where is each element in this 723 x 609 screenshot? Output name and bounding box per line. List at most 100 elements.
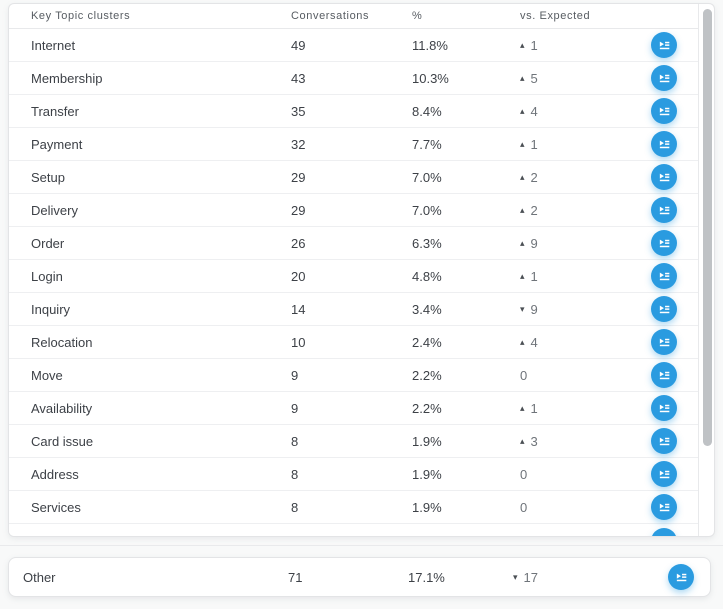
scrollbar-thumb[interactable] — [703, 9, 712, 446]
conversations-cell: 14 — [291, 301, 306, 317]
topic-clusters-table-card: Key Topic clusters Conversations % vs. E… — [8, 3, 715, 537]
percent-cell: 1.9% — [412, 466, 442, 482]
conversation-list-icon — [659, 140, 669, 148]
percent-cell: 11.8% — [412, 37, 448, 53]
view-conversations-button[interactable] — [668, 564, 694, 590]
trend-arrow-icon: ▴ — [520, 138, 525, 149]
vs-expected-cell: ▴ 2 — [520, 170, 651, 185]
trend-arrow-icon: ▴ — [520, 435, 525, 446]
topic-cell: Order — [31, 235, 65, 251]
percent-cell: 8.4% — [412, 103, 442, 119]
vs-expected-value: 2 — [530, 169, 538, 185]
conversations-cell: 20 — [291, 268, 306, 284]
trend-arrow-icon: ▾ — [520, 303, 525, 314]
percent-cell: 7.7% — [412, 136, 442, 152]
trend-arrow-icon: ▴ — [520, 171, 525, 182]
table-header-row: Key Topic clusters Conversations % vs. E… — [9, 4, 698, 29]
topic-cell: Transfer — [31, 103, 79, 119]
vs-expected-value: 5 — [530, 70, 538, 86]
vs-expected-cell: 0 — [520, 368, 651, 383]
vs-expected-cell: ▴ 2 — [520, 203, 651, 218]
table-row: Inquiry 14 3.4% ▾ 9 — [9, 293, 698, 326]
view-conversations-button[interactable] — [651, 32, 677, 58]
trend-arrow-icon: ▴ — [520, 270, 525, 281]
topic-cell: Card issue — [31, 433, 94, 449]
view-conversations-button[interactable] — [651, 527, 677, 536]
topic-cell: Delivery — [31, 202, 78, 218]
conversations-cell: 29 — [291, 202, 306, 218]
vs-expected-value: 9 — [530, 235, 538, 251]
vs-expected-value: 1 — [530, 37, 538, 53]
view-conversations-button[interactable] — [651, 461, 677, 487]
conversation-list-icon — [659, 371, 669, 379]
view-conversations-button[interactable] — [651, 296, 677, 322]
vs-expected-value: 0 — [520, 499, 528, 515]
view-conversations-button[interactable] — [651, 395, 677, 421]
view-conversations-button[interactable] — [651, 197, 677, 223]
conversations-cell: 49 — [291, 37, 306, 53]
table-row: Relocation 10 2.4% ▴ 4 — [9, 326, 698, 359]
table-row-partial — [9, 524, 698, 536]
view-conversations-button[interactable] — [651, 362, 677, 388]
conversations-cell: 8 — [291, 466, 299, 482]
table-row: Transfer 35 8.4% ▴ 4 — [9, 95, 698, 128]
table-row: Membership 43 10.3% ▴ 5 — [9, 62, 698, 95]
percent-cell: 17.1% — [408, 569, 445, 585]
view-conversations-button[interactable] — [651, 65, 677, 91]
conversations-cell: 10 — [291, 334, 306, 350]
topic-cell: Internet — [31, 37, 76, 53]
percent-cell: 10.3% — [412, 70, 449, 86]
table-row: Move 9 2.2% 0 — [9, 359, 698, 392]
vs-expected-cell: ▴ 4 — [520, 335, 651, 350]
conversations-cell: 26 — [291, 235, 306, 251]
conversations-cell: 9 — [291, 400, 299, 416]
topic-cell: Move — [31, 367, 63, 383]
conversation-list-icon — [659, 272, 669, 280]
topic-cell: Setup — [31, 169, 65, 185]
topic-cell: Membership — [31, 70, 103, 86]
percent-cell: 2.2% — [412, 400, 442, 416]
conversation-list-icon — [659, 206, 669, 214]
vs-expected-cell: ▾ 9 — [520, 302, 651, 317]
table-row: Delivery 29 7.0% ▴ 2 — [9, 194, 698, 227]
vs-expected-cell: ▾ 17 — [513, 570, 668, 585]
vs-expected-cell: ▴ 9 — [520, 236, 651, 251]
conversations-cell: 29 — [291, 169, 306, 185]
table-body: Internet 49 11.8% ▴ 1 — [9, 29, 698, 536]
conversation-list-icon — [659, 470, 669, 478]
trend-arrow-icon: ▴ — [520, 336, 525, 347]
table-row: Internet 49 11.8% ▴ 1 — [9, 29, 698, 62]
view-conversations-button[interactable] — [651, 494, 677, 520]
view-conversations-button[interactable] — [651, 131, 677, 157]
trend-arrow-icon: ▴ — [520, 402, 525, 413]
conversations-cell: 8 — [291, 433, 299, 449]
vs-expected-value: 1 — [530, 268, 538, 284]
vs-expected-cell: ▴ 5 — [520, 71, 651, 86]
column-header-percent: % — [412, 10, 423, 22]
view-conversations-button[interactable] — [651, 164, 677, 190]
vs-expected-cell: ▴ 1 — [520, 401, 651, 416]
conversation-list-icon — [659, 107, 669, 115]
view-conversations-button[interactable] — [651, 98, 677, 124]
conversation-list-icon — [659, 239, 669, 247]
topic-cell: Relocation — [31, 334, 93, 350]
table-row: Card issue 8 1.9% ▴ 3 — [9, 425, 698, 458]
table-row: Order 26 6.3% ▴ 9 — [9, 227, 698, 260]
section-divider — [0, 545, 723, 546]
vs-expected-value: 4 — [530, 334, 538, 350]
topic-cell: Services — [31, 499, 81, 515]
conversations-cell: 43 — [291, 70, 306, 86]
percent-cell: 4.8% — [412, 268, 442, 284]
vs-expected-cell: ▴ 1 — [520, 137, 651, 152]
view-conversations-button[interactable] — [651, 428, 677, 454]
percent-cell: 1.9% — [412, 433, 442, 449]
view-conversations-button[interactable] — [651, 263, 677, 289]
percent-cell: 1.9% — [412, 499, 442, 515]
vs-expected-cell: ▴ 4 — [520, 104, 651, 119]
trend-arrow-icon: ▴ — [520, 204, 525, 215]
view-conversations-button[interactable] — [651, 230, 677, 256]
vs-expected-cell: 0 — [520, 500, 651, 515]
vs-expected-value: 17 — [523, 569, 538, 585]
table-row: Services 8 1.9% 0 — [9, 491, 698, 524]
view-conversations-button[interactable] — [651, 329, 677, 355]
